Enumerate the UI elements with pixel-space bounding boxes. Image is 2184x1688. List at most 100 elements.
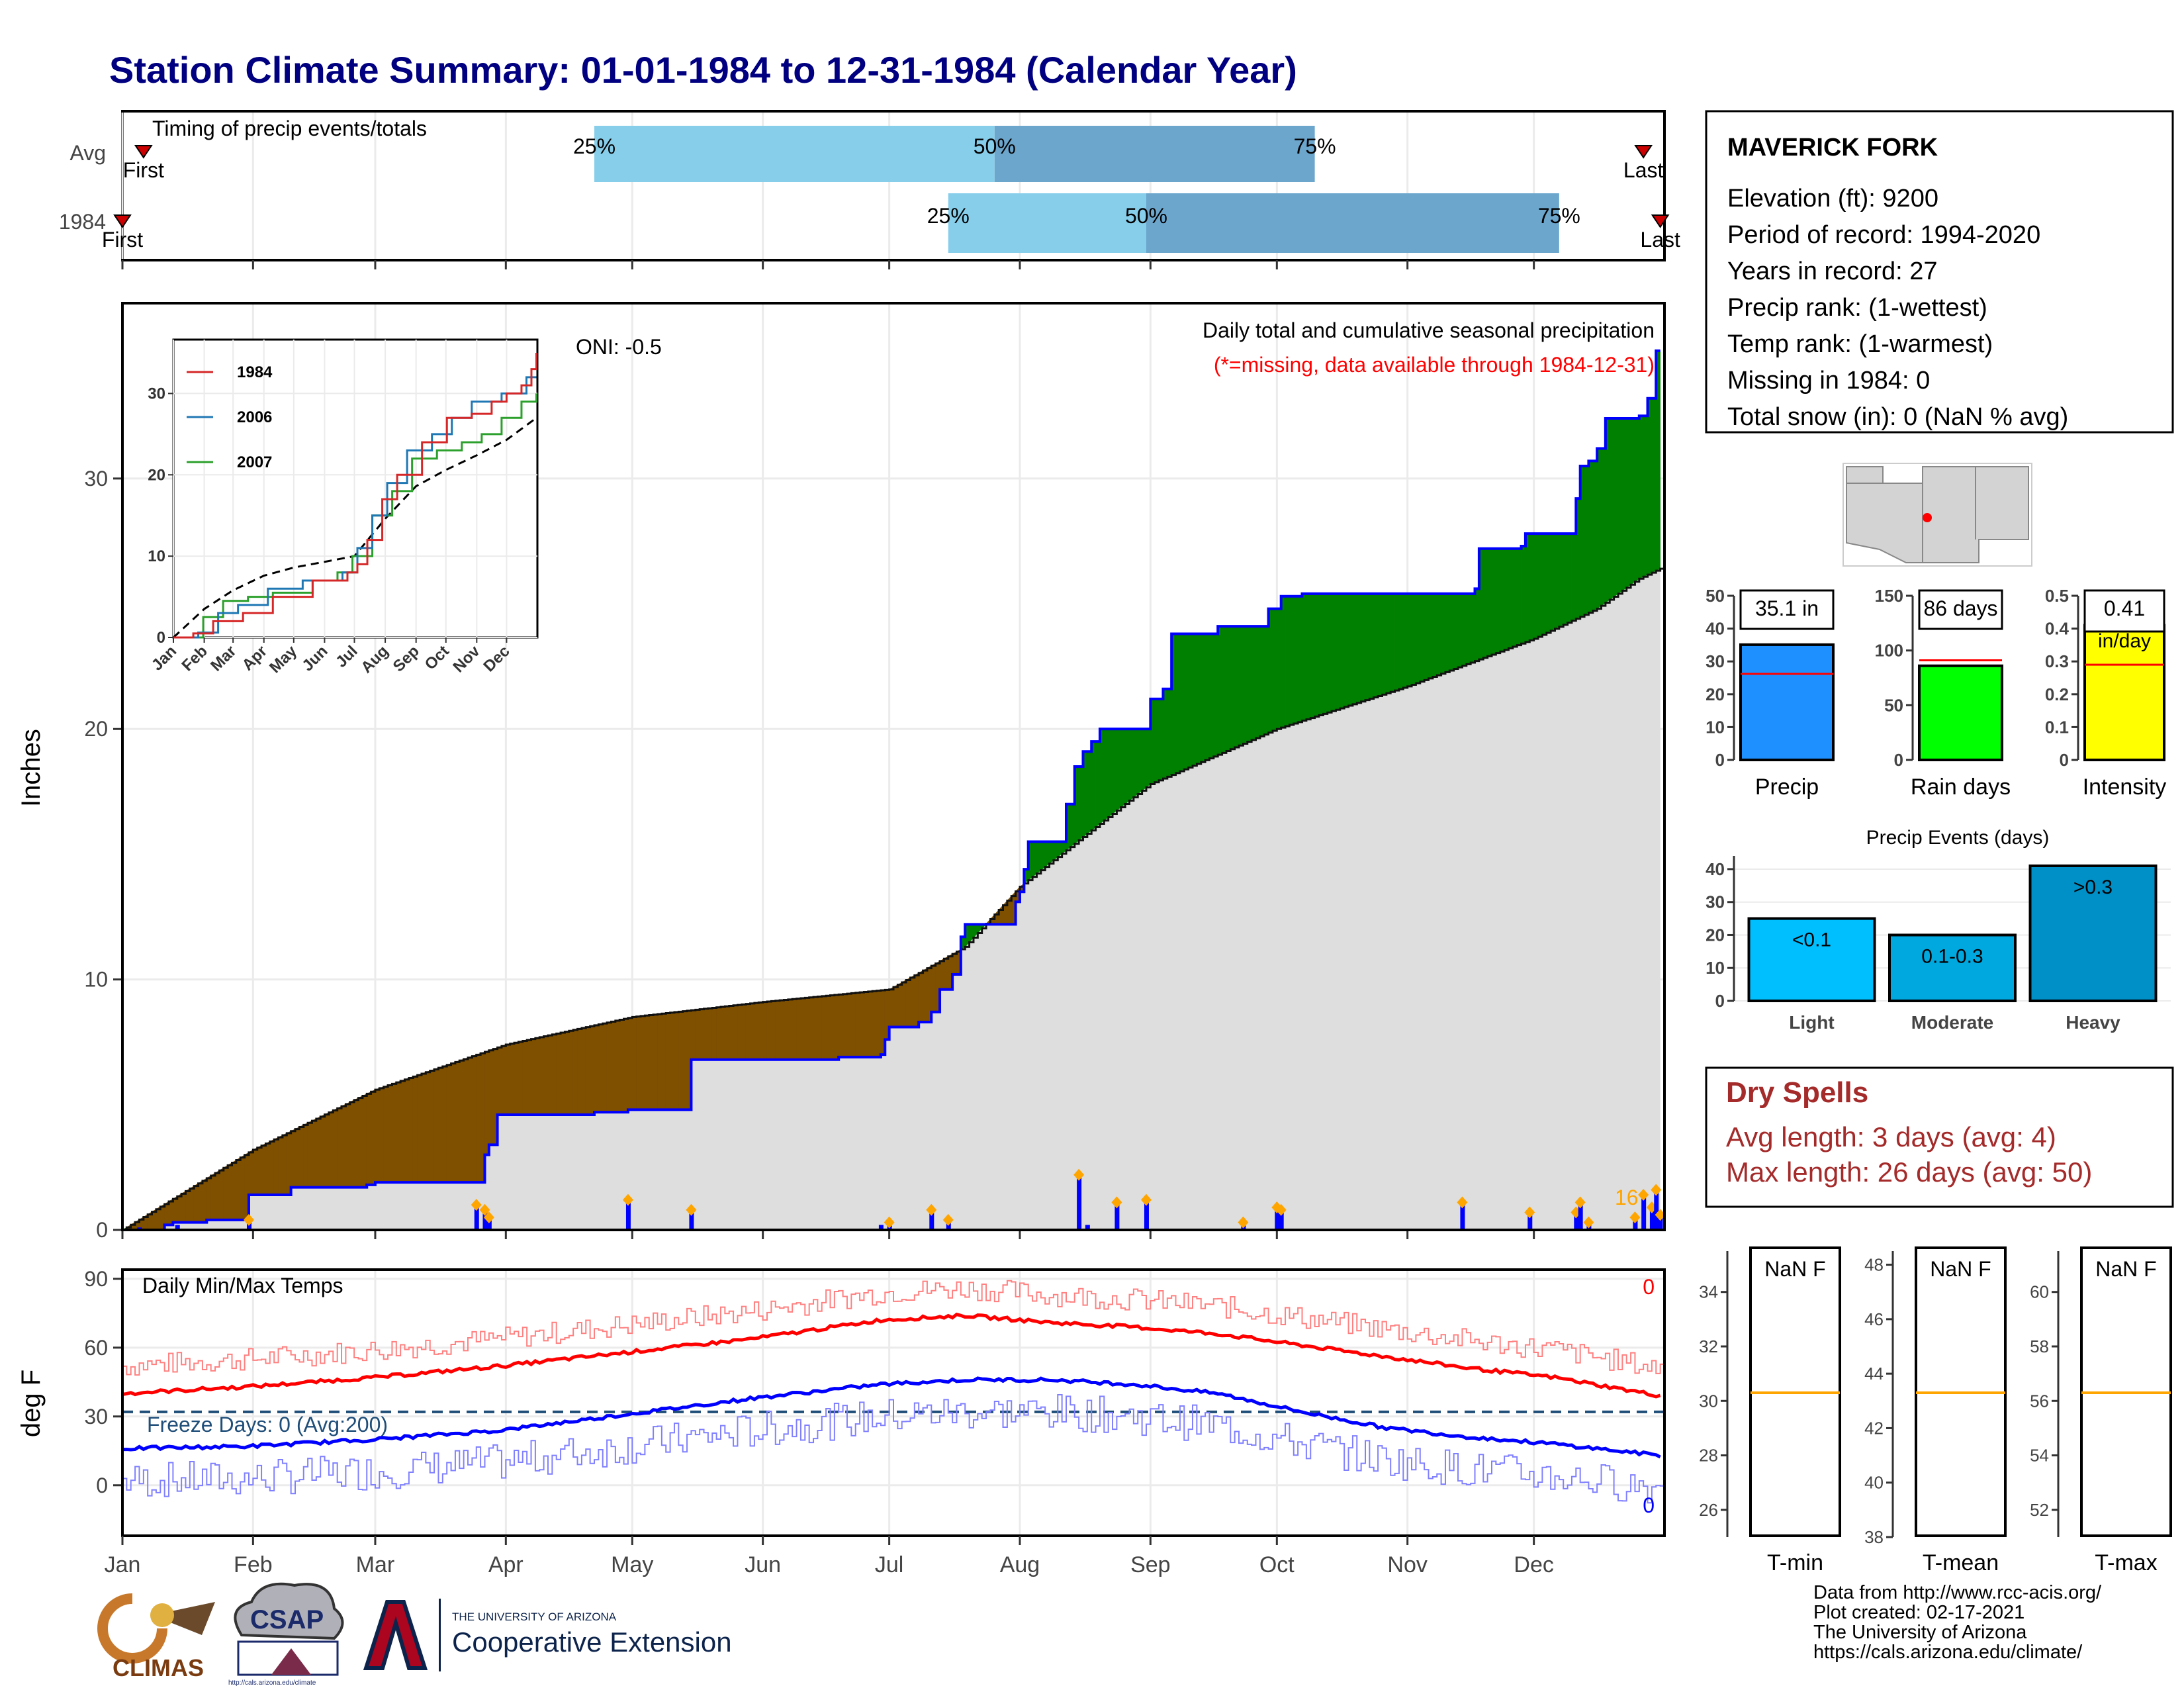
daily-precip-bar [1085,1225,1090,1230]
dry-spells-avg: Avg length: 3 days (avg: 4) [1726,1121,2056,1152]
surplus-deficit-strip [784,999,789,1060]
surplus-deficit-strip [210,1172,216,1221]
surplus-deficit-strip [868,990,873,1058]
surplus-deficit-strip [1070,804,1075,848]
surplus-deficit-strip [1491,548,1496,655]
stat-tick-label-1-1: 50 [1884,695,1903,715]
surplus-deficit-strip [1302,593,1307,722]
month-label-4: May [611,1552,653,1577]
month-label-6: Jul [875,1552,903,1577]
surplus-deficit-strip [362,1093,367,1188]
stat-tick-label-1-2: 100 [1875,641,1903,661]
climas-wordmark: CLIMAS [113,1654,204,1681]
timing-p75-label-0: 75% [1294,134,1336,158]
surplus-deficit-strip [737,1004,743,1060]
csap-logo: CSAP http://cals.arizona.edu/climate [228,1582,344,1687]
climas-logo: CLIMAS [97,1593,215,1681]
temp-ytick-label-3: 90 [84,1267,108,1291]
surplus-deficit-strip [1133,728,1138,798]
tstat-tick-label-0-3: 32 [1699,1336,1718,1356]
surplus-deficit-strip [1209,633,1214,759]
timing-bar-q2-1 [948,193,1146,253]
timing-last-label-1: Last [1640,228,1680,252]
stat-value-label-2: 0.41 [2104,596,2145,620]
daily-precip-bar [1649,1207,1655,1230]
surplus-deficit-strip [1441,593,1446,675]
precip-panel: 0 10 20 30 Inches Daily total and cumulativ… [17,302,1666,1242]
surplus-deficit-strip [661,1013,666,1110]
timing-avg-label: Avg [69,141,106,165]
surplus-deficit-strip [741,1004,747,1060]
precip-y-axis: 0 10 20 30 [84,467,122,1242]
surplus-deficit-strip [851,992,856,1058]
surplus-deficit-strip [232,1160,237,1221]
station-missing: Missing in 1984: 0 [1727,367,1930,395]
surplus-deficit-strip [1537,533,1543,637]
ua-divider [439,1599,441,1671]
stat-tick-label-1-3: 150 [1875,586,1903,606]
surplus-deficit-strip [1626,418,1631,588]
surplus-deficit-strip [291,1129,296,1188]
surplus-deficit-strip [1361,593,1366,702]
surplus-deficit-strip [282,1133,287,1196]
surplus-deficit-strip [547,1034,553,1115]
temp-y-axis: 0 30 60 90 [84,1267,122,1497]
surplus-deficit-strip [366,1091,371,1186]
surplus-deficit-strip [467,1056,473,1183]
surplus-deficit-strip [358,1096,363,1188]
surplus-deficit-strip [750,1002,755,1060]
tstat-tick-label-2-0: 52 [2030,1500,2049,1520]
surplus-deficit-strip [1584,465,1589,616]
surplus-deficit-strip [1373,593,1379,698]
surplus-deficit-strip [1394,593,1400,691]
surplus-deficit-strip [535,1037,540,1115]
surplus-deficit-strip [510,1042,515,1115]
surplus-deficit-strip [729,1005,734,1060]
timing-p50-label-1: 50% [1125,204,1167,228]
surplus-deficit-strip [653,1013,658,1110]
surplus-deficit-strip [261,1143,266,1196]
surplus-deficit-strip [1390,593,1395,692]
month-label-1: Feb [234,1552,273,1577]
surplus-deficit-strip [1238,626,1244,746]
month-label-0: Jan [105,1552,141,1577]
surplus-deficit-strip [307,1120,312,1188]
surplus-deficit-strip [451,1061,456,1183]
surplus-deficit-strip [223,1164,228,1221]
surplus-deficit-strip [691,1009,696,1060]
event-marker [1140,1194,1152,1206]
stat-category-label-2: Intensity [2083,774,2167,800]
surplus-deficit-strip [1146,728,1151,788]
precip-ytick-label-2: 20 [84,717,108,741]
avg-max-temp-line [122,1312,1661,1399]
event-marker [471,1199,482,1211]
footer-logos: CLIMAS CSAP http://cals.arizona.edu/clim… [97,1582,732,1687]
surplus-deficit-strip [1255,626,1261,739]
surplus-deficit-strip [1529,533,1534,641]
surplus-deficit-strip [754,1002,759,1060]
event-marker [1073,1168,1085,1181]
csap-wordmark: CSAP [250,1605,324,1634]
event-marker [1629,1211,1641,1224]
surplus-deficit-strip [695,1009,700,1060]
surplus-deficit-strip [1639,415,1644,579]
surplus-deficit-strip [1087,751,1092,835]
surplus-deficit-strip [1614,418,1619,598]
stat-tick-label-0-3: 30 [1706,651,1725,671]
surplus-deficit-strip [1516,548,1522,646]
stat-tick-label-0-0: 0 [1715,750,1725,770]
temp-stat-charts: 26 28 30 32 34 NaN F T-min 38 40 42 44 46 48 NaN F T-m… [1699,1246,2172,1575]
surplus-deficit-strip [872,990,877,1058]
station-temp-rank: Temp rank: (1-warmest) [1727,330,1993,358]
station-location-dot [1923,513,1932,522]
surplus-deficit-strip [345,1102,351,1188]
surplus-deficit-strip [817,996,823,1060]
event-count-label: 16 [1615,1186,1639,1209]
surplus-deficit-strip [1609,418,1614,600]
inset-legend-label-2006: 2006 [237,408,272,426]
stat-value-box-0 [1739,589,1835,630]
events-tick-label-2: 20 [1706,925,1725,945]
surplus-deficit-strip [565,1030,570,1115]
surplus-deficit-strip [1420,593,1425,682]
